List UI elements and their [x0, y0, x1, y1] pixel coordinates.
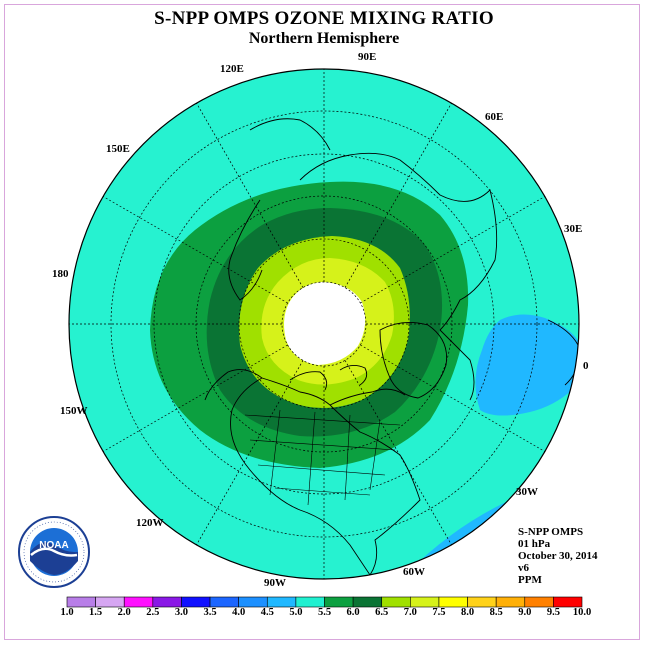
- colorbar-tick-label: 6.0: [346, 607, 360, 618]
- colorbar-tick-label: 1.5: [89, 607, 103, 618]
- colorbar-tick-label: 5.5: [317, 607, 332, 618]
- colorbar-tick-label: 2.5: [146, 607, 160, 618]
- map-boundary: [68, 68, 580, 580]
- lon-label-30w: 30W: [516, 486, 538, 498]
- map-title: S-NPP OMPS OZONE MIXING RATIO: [154, 8, 494, 29]
- colorbar-tick-label: 10.0: [572, 607, 592, 618]
- colorbar-tick-label: 6.5: [375, 607, 389, 618]
- lon-label-180: 180: [52, 268, 69, 280]
- info-instrument: S-NPP OMPS: [518, 526, 584, 538]
- meridians: [69, 69, 579, 579]
- lon-label-150e: 150E: [106, 143, 130, 155]
- colorbar-tick-label: 4.0: [232, 607, 246, 618]
- lon-label-150w: 150W: [60, 405, 88, 417]
- colorbar-tick-label: 3.0: [174, 607, 188, 618]
- colorbar-tick-label: 7.0: [403, 607, 417, 618]
- info-version: v6: [518, 562, 529, 574]
- map-subtitle: Northern Hemisphere: [248, 30, 400, 47]
- meridian-line: [344, 102, 452, 288]
- colorbar-tick-label: 9.0: [518, 607, 532, 618]
- info-pressure: 01 hPa: [518, 538, 551, 550]
- lon-label-30e: 30E: [564, 223, 583, 235]
- lon-label-60e: 60E: [485, 111, 504, 123]
- lon-label-0: 0: [583, 360, 589, 372]
- colorbar-tick-label: 8.5: [489, 607, 503, 618]
- colorbar-tick-label: 5.0: [289, 607, 303, 618]
- polar-night-no-data: [284, 282, 366, 365]
- meridian-line: [344, 360, 452, 546]
- colorbar-tick-label: 8.0: [460, 607, 475, 618]
- meridian-line: [102, 196, 288, 304]
- meridian-line: [196, 102, 304, 288]
- colorbar-tick-label: 4.5: [260, 607, 274, 618]
- lon-label-120w: 120W: [136, 517, 164, 529]
- colorbar-tick-label: 1.0: [60, 607, 74, 618]
- lon-label-60w: 60W: [403, 566, 425, 578]
- info-date: October 30, 2014: [518, 550, 598, 562]
- lon-label-90w: 90W: [264, 577, 286, 589]
- noaa-logo-text: NOAA: [39, 540, 68, 551]
- colorbar-tick-label: 2.0: [117, 607, 131, 618]
- meridian-line: [102, 344, 288, 452]
- colorbar-tick-label: 3.5: [203, 607, 217, 618]
- colorbar-tick-label: 7.5: [432, 607, 446, 618]
- colorbar-tick-label: 9.5: [546, 607, 560, 618]
- meridian-line: [360, 196, 546, 304]
- meridian-line: [360, 344, 546, 452]
- lon-label-90e: 90E: [358, 51, 377, 63]
- info-units: PPM: [518, 574, 542, 586]
- lon-label-120e: 120E: [220, 63, 244, 75]
- noaa-logo: NOAA: [18, 516, 90, 588]
- meridian-line: [196, 360, 304, 546]
- low-ozone-region-atlantic: [475, 314, 579, 416]
